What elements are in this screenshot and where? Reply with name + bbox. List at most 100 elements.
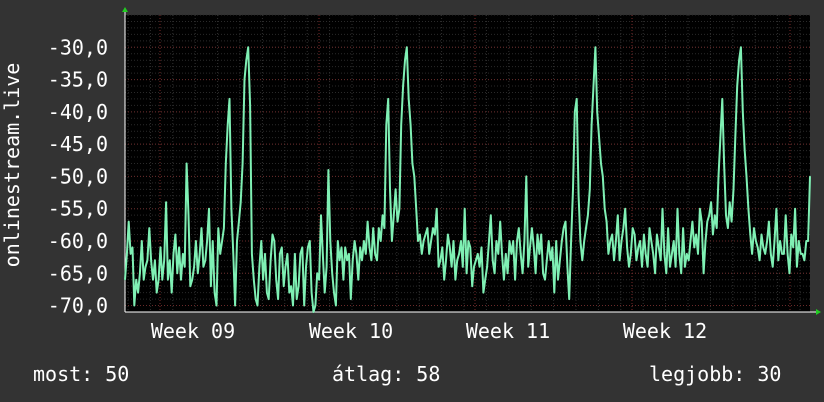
data-point	[380, 240, 382, 242]
data-point	[523, 240, 526, 242]
data-point	[760, 233, 763, 236]
data-point	[527, 266, 529, 268]
data-point	[234, 304, 236, 307]
data-point	[256, 304, 259, 307]
data-point	[809, 175, 811, 177]
data-point	[604, 208, 606, 210]
data-point	[535, 272, 537, 274]
data-point	[214, 292, 216, 294]
data-point	[430, 240, 432, 242]
data-point	[391, 240, 393, 242]
data-point	[693, 246, 695, 248]
data-point	[182, 253, 184, 255]
data-point	[499, 221, 501, 223]
data-point	[518, 227, 520, 229]
data-point	[258, 266, 260, 268]
data-point	[262, 279, 264, 281]
data-point	[180, 279, 182, 281]
data-point	[255, 298, 257, 300]
data-point	[372, 227, 374, 229]
data-point	[146, 259, 148, 261]
data-point	[553, 292, 555, 294]
data-point	[197, 272, 199, 274]
data-point	[663, 253, 666, 255]
data-point	[469, 246, 471, 248]
y-tick-label: -55,0	[48, 197, 108, 221]
data-point	[647, 266, 649, 268]
data-point	[268, 298, 270, 300]
data-point	[251, 253, 253, 255]
data-point	[607, 253, 610, 255]
data-point	[671, 253, 673, 255]
data-point	[576, 98, 578, 100]
data-point	[503, 279, 505, 281]
data-point	[466, 272, 468, 274]
data-point	[172, 253, 175, 255]
data-point	[794, 208, 796, 210]
tick-labels: -30,0 -35,0 -40,0 -45,0 -50,0 -55,0 -60,0 -65,0…	[48, 35, 707, 343]
data-point	[805, 240, 807, 242]
data-point	[505, 253, 507, 255]
data-point	[243, 79, 246, 81]
data-point	[650, 240, 652, 242]
data-point	[770, 253, 772, 255]
data-point	[169, 259, 171, 261]
data-point	[402, 85, 404, 87]
data-point	[525, 175, 527, 177]
data-point	[150, 259, 152, 261]
data-point	[578, 195, 580, 197]
data-point	[434, 233, 436, 236]
data-point	[494, 272, 496, 274]
data-point	[286, 253, 288, 255]
data-point	[497, 253, 499, 255]
data-point	[738, 59, 740, 61]
data-point	[680, 272, 682, 274]
data-point	[484, 279, 486, 281]
data-point	[193, 266, 195, 268]
data-point	[348, 253, 350, 255]
data-point	[438, 266, 440, 268]
data-point	[331, 272, 333, 274]
data-point	[361, 259, 363, 261]
data-point	[199, 253, 201, 255]
data-point	[223, 227, 225, 229]
data-point	[557, 279, 559, 281]
data-point	[704, 240, 707, 242]
y-tick-label: -50,0	[48, 164, 108, 188]
data-point	[191, 279, 193, 281]
x-tick-label: Week 09	[151, 319, 235, 343]
data-point	[725, 214, 727, 216]
data-point	[137, 292, 139, 294]
data-point	[490, 214, 492, 216]
data-point	[439, 259, 441, 261]
data-point	[232, 253, 234, 255]
data-point	[176, 272, 178, 274]
data-point	[324, 292, 326, 294]
data-point	[656, 233, 658, 236]
data-point	[411, 162, 413, 165]
data-point	[144, 266, 147, 268]
data-point	[792, 246, 794, 248]
y-tick-label: -40,0	[48, 100, 108, 124]
data-point	[449, 246, 451, 248]
y-tick-label: -30,0	[48, 35, 108, 59]
data-point	[596, 111, 598, 113]
data-point	[352, 259, 354, 261]
current-value-label: most: 50	[33, 362, 130, 386]
data-point	[368, 246, 371, 248]
data-point	[178, 246, 180, 248]
data-point	[676, 208, 679, 210]
data-point	[417, 240, 419, 242]
data-point	[296, 298, 298, 300]
data-point	[766, 240, 768, 242]
y-axis-arrow	[122, 7, 128, 12]
data-point	[277, 298, 279, 300]
data-point	[701, 221, 703, 223]
data-point	[691, 221, 694, 223]
x-axis-arrow	[816, 309, 821, 315]
data-point	[131, 246, 134, 248]
data-point	[536, 233, 539, 236]
data-point	[669, 266, 671, 268]
data-point	[626, 246, 628, 248]
data-point	[301, 246, 303, 248]
